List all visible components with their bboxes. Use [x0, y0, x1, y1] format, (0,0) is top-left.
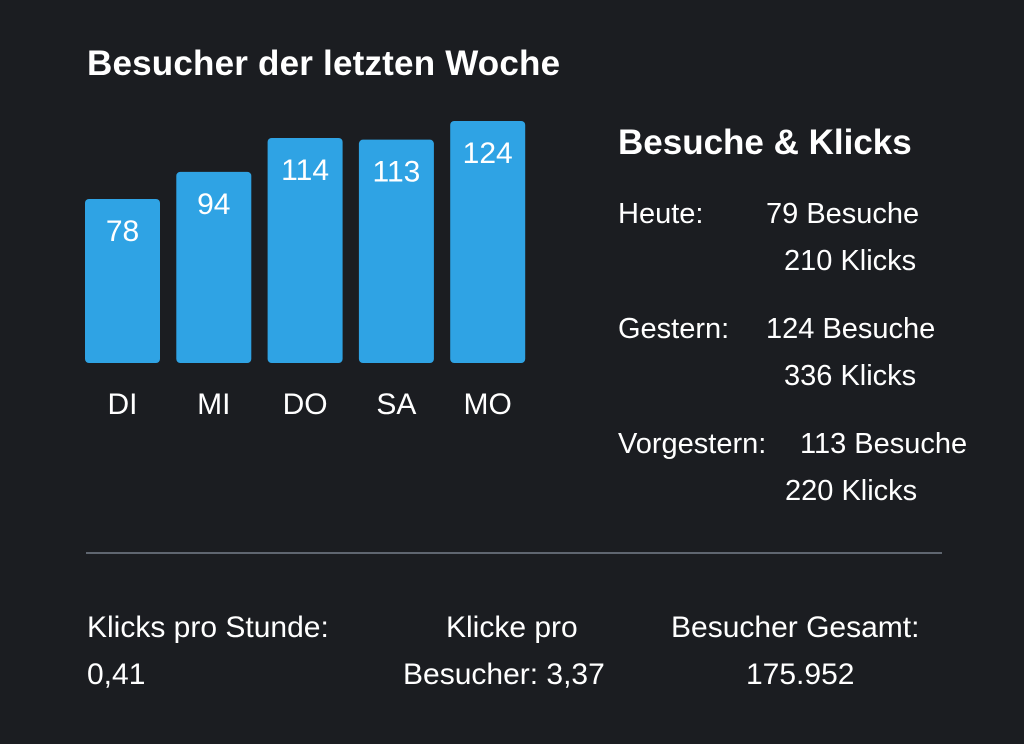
bar-mi — [176, 171, 252, 363]
bar-value-label: 94 — [197, 188, 230, 221]
clicks-per-hour-label: Klicks pro Stunde: — [87, 611, 329, 644]
category-label: DO — [283, 388, 328, 421]
stat-visits: 79 Besuche — [766, 198, 920, 230]
bar-value-label: 78 — [106, 215, 139, 248]
bar-value-label: 124 — [463, 137, 513, 170]
stat-clicks: 210 Klicks — [784, 245, 917, 277]
stat-clicks: 220 Klicks — [785, 475, 918, 507]
total-visitors-label: Besucher Gesamt: — [671, 611, 920, 644]
bar-value-label: 114 — [281, 154, 329, 187]
clicks-per-visitor-value: Besucher: 3,37 — [403, 658, 605, 691]
category-label: SA — [376, 388, 416, 421]
bar-di — [85, 199, 160, 363]
total-visitors-value: 175.952 — [746, 658, 855, 691]
category-label: MO — [464, 388, 512, 421]
divider — [86, 552, 942, 554]
stat-clicks: 336 Klicks — [784, 360, 917, 392]
clicks-per-hour-value: 0,41 — [87, 658, 146, 691]
bar-value-label: 113 — [372, 156, 420, 189]
stat-label: Heute: — [618, 198, 704, 230]
stat-visits: 124 Besuche — [766, 313, 936, 345]
clicks-per-visitor-label: Klicke pro — [446, 611, 578, 644]
category-label: DI — [108, 388, 138, 421]
stat-visits: 113 Besuche — [800, 428, 968, 460]
bar-sa — [358, 139, 434, 363]
chart-title: Besucher der letzten Woche — [87, 44, 561, 83]
bar-chart: 78 DI 94 MI 114 DO 113 SA 124 MO — [85, 121, 526, 421]
side-panel-title: Besuche & Klicks — [618, 123, 912, 162]
bar-mo — [450, 121, 526, 363]
stat-label: Gestern: — [618, 313, 730, 345]
category-label: MI — [197, 388, 230, 421]
bar-do — [267, 137, 343, 363]
stat-label: Vorgestern: — [618, 428, 767, 460]
